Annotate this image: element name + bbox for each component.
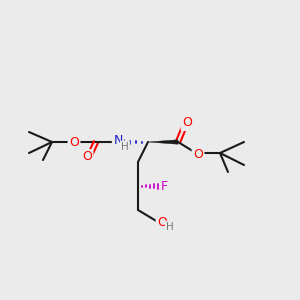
Text: H: H <box>121 142 129 152</box>
Text: F: F <box>160 179 168 193</box>
Text: O: O <box>69 136 79 148</box>
Text: H: H <box>166 222 174 232</box>
Polygon shape <box>148 140 178 144</box>
Text: O: O <box>82 151 92 164</box>
Text: O: O <box>182 116 192 130</box>
Text: O: O <box>157 217 167 230</box>
Text: N: N <box>113 134 123 146</box>
Text: O: O <box>193 148 203 160</box>
